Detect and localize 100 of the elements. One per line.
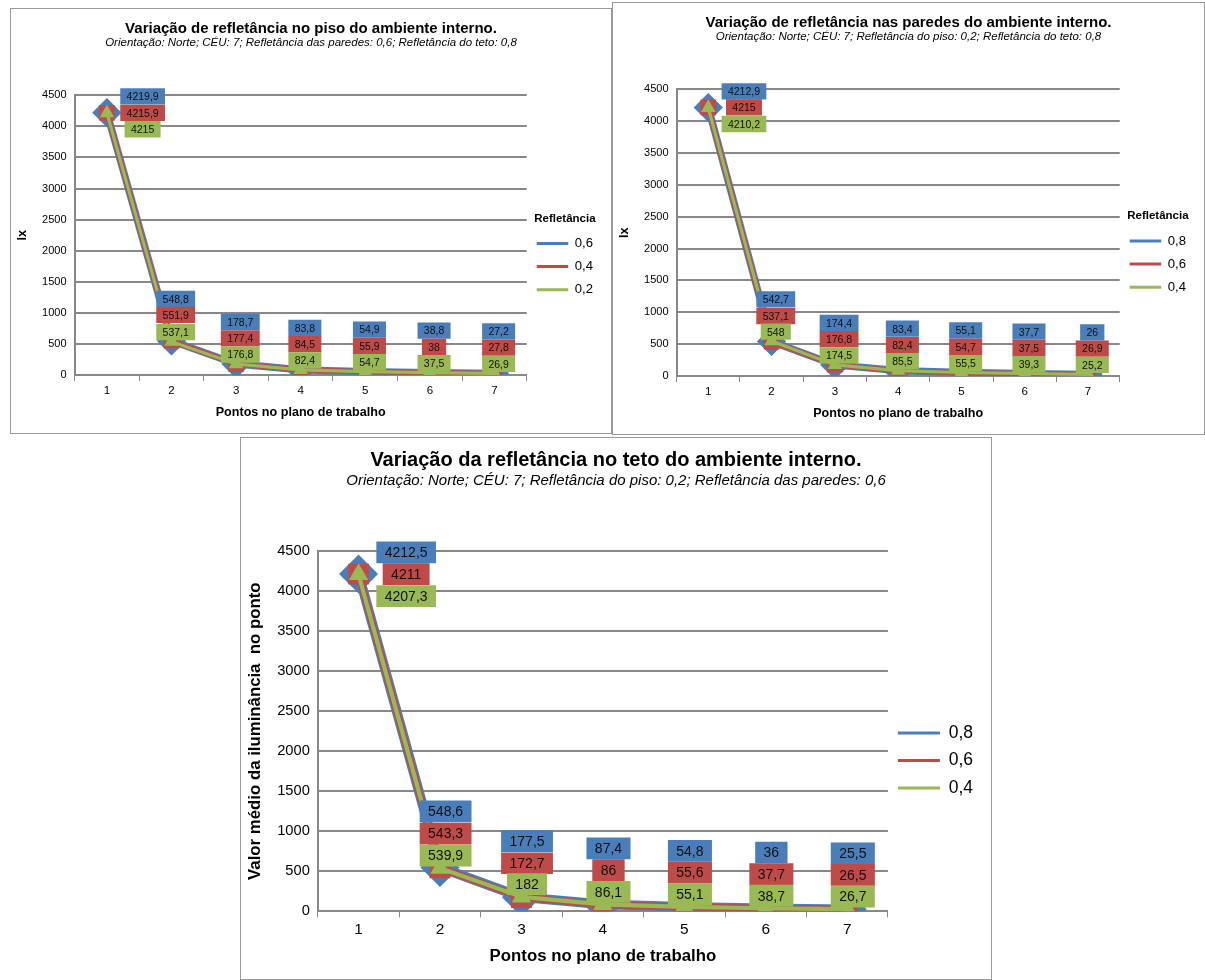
y-axis-title: Valor médio da iluminância no ponto — [244, 582, 264, 880]
data-label: 54,9 — [359, 323, 380, 336]
data-label: 86,1 — [594, 883, 623, 900]
data-label: 172,7 — [509, 855, 545, 872]
y-tick-label: 3500 — [277, 622, 310, 639]
y-tick-label: 4500 — [42, 88, 67, 101]
chart-title: Variação de refletância no piso do ambiente interno. — [124, 19, 498, 36]
data-label: 37,7 — [1018, 325, 1040, 338]
y-tick-label: 4500 — [277, 542, 310, 559]
data-label: 55,1 — [955, 324, 977, 337]
data-label: 86 — [600, 862, 617, 879]
data-label: 27,2 — [488, 325, 509, 338]
legend-label: 0,2 — [574, 281, 594, 297]
x-tick-label: 6 — [761, 919, 771, 937]
chart-subtitle: Orientação: Norte; CÉU: 7; Refletância das paredes: 0,6; Refletância do teto: 0,8 — [104, 36, 518, 48]
data-label: 84,5 — [294, 337, 316, 350]
y-axis-title: lx — [617, 227, 632, 238]
y-tick-label: 2000 — [644, 241, 669, 254]
data-label: 548,8 — [162, 292, 189, 305]
data-label: 26,9 — [1082, 342, 1103, 355]
y-tick-label: 1500 — [644, 273, 669, 286]
data-label: 548,6 — [428, 803, 464, 820]
data-label: 37,7 — [757, 865, 786, 882]
data-label: 176,8 — [825, 332, 853, 345]
y-tick-label: 2000 — [277, 742, 310, 759]
data-label: 551,9 — [162, 308, 189, 321]
x-tick-label: 3 — [831, 385, 839, 398]
data-label: 176,8 — [227, 348, 254, 361]
data-label: 4212,9 — [727, 85, 761, 98]
chart-title: Variação de refletância nas paredes do ambiente interno. — [704, 13, 1113, 30]
data-label: 4210,2 — [727, 117, 761, 130]
data-label: 54,7 — [359, 356, 380, 369]
chart-subtitle: Orientação: Norte; CÉU: 7; Refletância do piso: 0,2; Refletância das paredes: 0,6 — [345, 471, 887, 488]
chart-subtitle: Orientação: Norte; CÉU: 7; Refletância do piso: 0,2; Refletância do teto: 0,8 — [714, 30, 1103, 42]
x-tick-label: 7 — [1084, 385, 1092, 398]
y-tick-label: 2500 — [42, 212, 67, 225]
legend-title: Refletância — [1127, 209, 1190, 222]
legend-label: 0,4 — [574, 258, 594, 274]
data-label: 54,7 — [955, 340, 977, 353]
y-tick-label: 1000 — [42, 305, 67, 318]
data-label: 54,8 — [676, 842, 704, 859]
legend-label: 0,6 — [1167, 255, 1187, 271]
y-tick-label: 0 — [60, 368, 67, 381]
y-tick-label: 1500 — [277, 782, 310, 799]
data-label: 55,6 — [676, 864, 704, 881]
x-axis-title: Pontos no plano de trabalho — [489, 945, 717, 965]
x-tick-label: 1 — [103, 384, 111, 397]
legend-label: 0,6 — [948, 749, 973, 770]
x-tick-label: 2 — [768, 385, 775, 398]
data-label: 25,2 — [1082, 358, 1103, 371]
data-label: 4212,5 — [384, 544, 428, 561]
x-tick-label: 2 — [435, 919, 445, 937]
data-label: 83,4 — [892, 322, 913, 335]
data-label: 36 — [763, 844, 780, 861]
x-tick-label: 7 — [491, 384, 498, 397]
data-label: 542,7 — [762, 293, 790, 306]
legend-label: 0,8 — [948, 721, 973, 742]
data-label: 177,5 — [509, 833, 545, 850]
data-label: 55,9 — [359, 339, 380, 352]
y-tick-label: 4000 — [42, 119, 67, 132]
data-label: 25,5 — [839, 845, 867, 862]
y-tick-label: 3000 — [277, 662, 310, 679]
x-tick-label: 5 — [958, 385, 965, 398]
data-label: 537,1 — [162, 326, 189, 339]
legend-title: Refletância — [534, 211, 597, 224]
data-label: 87,4 — [594, 840, 623, 857]
data-label: 26,5 — [839, 866, 867, 883]
x-axis-title: Pontos no plano de trabalho — [215, 404, 386, 419]
data-label: 38 — [428, 340, 441, 353]
data-label: 55,1 — [676, 886, 704, 903]
data-label: 177,4 — [227, 332, 254, 345]
data-label: 543,3 — [428, 825, 464, 842]
x-tick-label: 3 — [232, 384, 240, 397]
data-label: 4215 — [732, 101, 756, 114]
y-tick-label: 500 — [285, 862, 310, 879]
x-tick-label: 1 — [705, 385, 712, 398]
data-label: 37,5 — [1018, 341, 1040, 354]
y-tick-label: 3000 — [644, 177, 669, 190]
data-label: 174,5 — [825, 349, 853, 362]
x-tick-label: 4 — [598, 919, 608, 937]
x-axis-title: Pontos no plano de trabalho — [813, 405, 984, 420]
data-label: 38,8 — [423, 324, 445, 337]
y-tick-label: 500 — [650, 337, 669, 350]
y-tick-label: 2000 — [42, 243, 67, 256]
data-label: 85,5 — [892, 355, 913, 368]
y-tick-label: 3000 — [42, 181, 67, 194]
data-label: 55,5 — [955, 356, 977, 369]
y-tick-label: 0 — [301, 902, 310, 919]
data-label: 174,4 — [825, 316, 853, 329]
data-label: 4211 — [391, 566, 422, 582]
x-tick-label: 6 — [1021, 385, 1028, 398]
legend-label: 0,4 — [948, 776, 974, 797]
legend-label: 0,4 — [1167, 278, 1187, 294]
y-tick-label: 1000 — [644, 305, 669, 318]
x-tick-label: 6 — [426, 384, 434, 397]
x-tick-label: 3 — [517, 919, 526, 937]
x-tick-label: 5 — [362, 384, 369, 397]
data-label: 4215 — [130, 123, 155, 136]
x-tick-label: 2 — [168, 384, 175, 397]
y-tick-label: 500 — [48, 336, 67, 349]
